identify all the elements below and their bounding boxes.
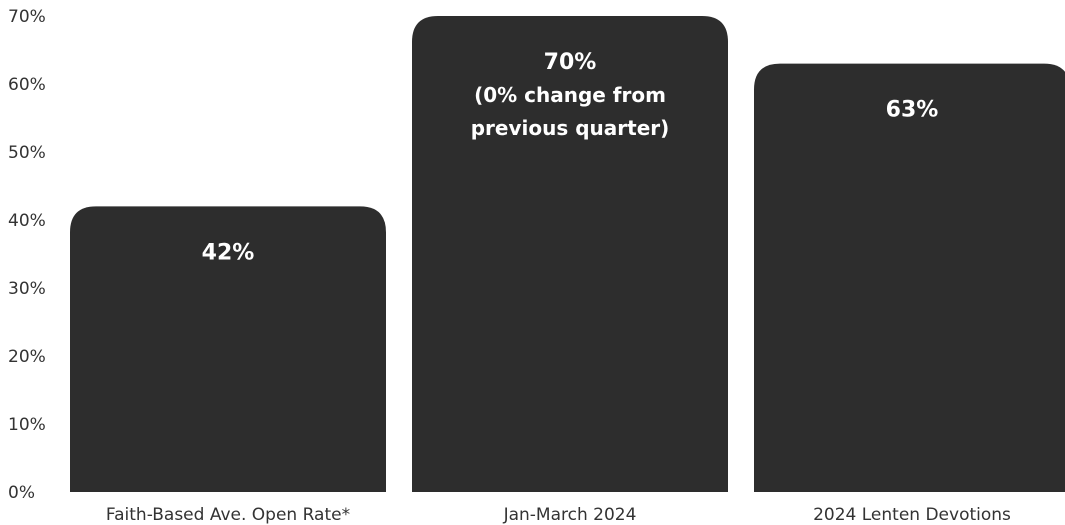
y-axis: 0% 10% 20% 30% 40% 50% 60% 70% — [8, 7, 46, 503]
x-category-label: 2024 Lenten Devotions — [813, 505, 1011, 525]
bar-1 — [70, 206, 386, 492]
x-axis: Faith-Based Ave. Open Rate* Jan-March 202… — [106, 505, 1011, 525]
bar-annotation-label: previous quarter) — [471, 116, 670, 140]
y-tick-label: 20% — [8, 347, 46, 367]
y-tick-label: 30% — [8, 279, 46, 299]
x-category-label: Faith-Based Ave. Open Rate* — [106, 505, 350, 525]
bar-2 — [412, 16, 728, 492]
bars — [70, 16, 1065, 492]
bar-value-label: 63% — [886, 98, 939, 123]
bar-value-label: 70% — [544, 50, 597, 75]
y-tick-label: 40% — [8, 211, 46, 231]
bar-3 — [754, 63, 1065, 492]
x-category-label: Jan-March 2024 — [503, 505, 637, 525]
y-tick-label: 60% — [8, 75, 46, 95]
bar-annotation-label: (0% change from — [474, 83, 666, 107]
bar-value-label: 42% — [202, 240, 255, 265]
bar-data-labels: 42% 70% (0% change from previous quarter) 63… — [202, 50, 939, 265]
y-tick-label: 0% — [8, 483, 35, 503]
y-tick-label: 10% — [8, 415, 46, 435]
y-tick-label: 70% — [8, 7, 46, 27]
y-tick-label: 50% — [8, 143, 46, 163]
